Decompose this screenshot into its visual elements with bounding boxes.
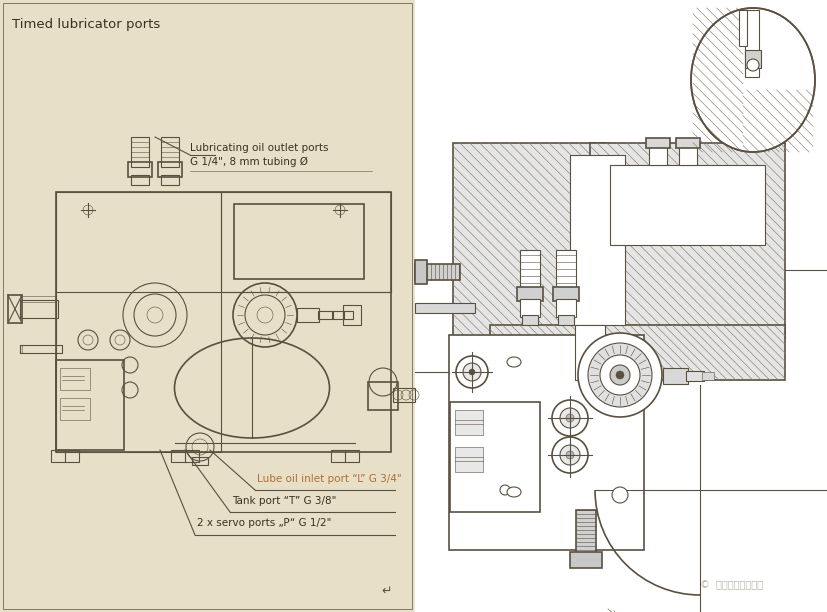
- Bar: [414, 0, 827, 612]
- Text: 2 x servo ports „P“ G 1/2": 2 x servo ports „P“ G 1/2": [197, 518, 331, 528]
- Bar: [234, 204, 364, 279]
- Bar: [455, 410, 482, 435]
- Circle shape: [500, 485, 509, 495]
- Ellipse shape: [506, 357, 520, 367]
- Bar: [739, 10, 746, 46]
- Bar: [557, 315, 573, 325]
- Bar: [342, 311, 352, 319]
- Bar: [56, 192, 390, 452]
- Circle shape: [552, 437, 587, 473]
- Bar: [318, 311, 332, 319]
- Bar: [221, 192, 390, 292]
- Bar: [131, 175, 149, 185]
- Bar: [686, 371, 703, 381]
- Bar: [160, 137, 179, 167]
- Bar: [516, 287, 543, 301]
- Bar: [393, 388, 414, 402]
- Bar: [609, 165, 764, 245]
- Text: Lubricating oil outlet ports: Lubricating oil outlet ports: [189, 143, 328, 153]
- Ellipse shape: [506, 487, 520, 497]
- Bar: [8, 295, 22, 323]
- Bar: [662, 368, 687, 384]
- Circle shape: [462, 363, 480, 381]
- Bar: [20, 296, 56, 302]
- Bar: [60, 398, 90, 420]
- Bar: [701, 372, 713, 380]
- Bar: [590, 143, 784, 338]
- Text: Tank port “T” G 3/8": Tank port “T” G 3/8": [232, 496, 336, 506]
- Bar: [675, 138, 699, 148]
- Bar: [192, 457, 208, 465]
- Ellipse shape: [691, 8, 814, 152]
- Circle shape: [609, 365, 629, 385]
- Bar: [574, 325, 605, 380]
- Circle shape: [559, 408, 579, 428]
- Circle shape: [566, 414, 573, 422]
- Circle shape: [468, 369, 475, 375]
- Bar: [576, 510, 595, 555]
- Bar: [160, 175, 179, 185]
- Circle shape: [577, 333, 662, 417]
- Bar: [3, 3, 412, 609]
- Bar: [519, 250, 539, 290]
- Bar: [555, 250, 576, 290]
- Circle shape: [566, 451, 573, 459]
- Bar: [414, 303, 475, 313]
- Circle shape: [559, 445, 579, 465]
- Bar: [521, 315, 538, 325]
- Bar: [569, 552, 601, 568]
- Bar: [331, 450, 359, 462]
- Bar: [552, 287, 578, 301]
- Bar: [56, 192, 221, 452]
- Bar: [648, 143, 667, 165]
- Bar: [744, 10, 758, 77]
- Bar: [490, 325, 784, 380]
- Bar: [56, 360, 124, 450]
- Bar: [0, 0, 414, 612]
- Bar: [414, 264, 460, 280]
- Text: Timed lubricator ports: Timed lubricator ports: [12, 18, 160, 31]
- Bar: [20, 300, 58, 318]
- Bar: [297, 308, 318, 322]
- Bar: [455, 447, 482, 472]
- Bar: [171, 450, 198, 462]
- Bar: [555, 299, 576, 317]
- Bar: [678, 143, 696, 165]
- Bar: [131, 137, 149, 167]
- Bar: [51, 450, 79, 462]
- Circle shape: [600, 355, 639, 395]
- Text: Lube oil inlet port “L” G 3/4": Lube oil inlet port “L” G 3/4": [256, 474, 401, 484]
- Text: ©  积踹踱遗于乐于心: © 积踹踱遗于乐于心: [699, 580, 762, 590]
- Circle shape: [615, 371, 624, 379]
- Circle shape: [587, 343, 651, 407]
- Bar: [367, 382, 398, 410]
- Bar: [158, 162, 182, 177]
- Bar: [645, 138, 669, 148]
- Bar: [449, 402, 539, 512]
- Bar: [452, 143, 607, 338]
- Bar: [448, 335, 643, 550]
- Bar: [60, 368, 90, 390]
- Bar: [519, 299, 539, 317]
- Text: G 1/4", 8 mm tubing Ø: G 1/4", 8 mm tubing Ø: [189, 157, 308, 167]
- Bar: [20, 345, 62, 353]
- Bar: [569, 155, 624, 325]
- Circle shape: [552, 400, 587, 436]
- Circle shape: [456, 356, 487, 388]
- Bar: [128, 162, 152, 177]
- Text: ↵: ↵: [381, 585, 391, 598]
- Bar: [744, 50, 760, 68]
- Circle shape: [746, 59, 758, 71]
- Bar: [414, 260, 427, 284]
- Bar: [342, 305, 361, 325]
- Circle shape: [611, 487, 627, 503]
- Bar: [332, 311, 343, 319]
